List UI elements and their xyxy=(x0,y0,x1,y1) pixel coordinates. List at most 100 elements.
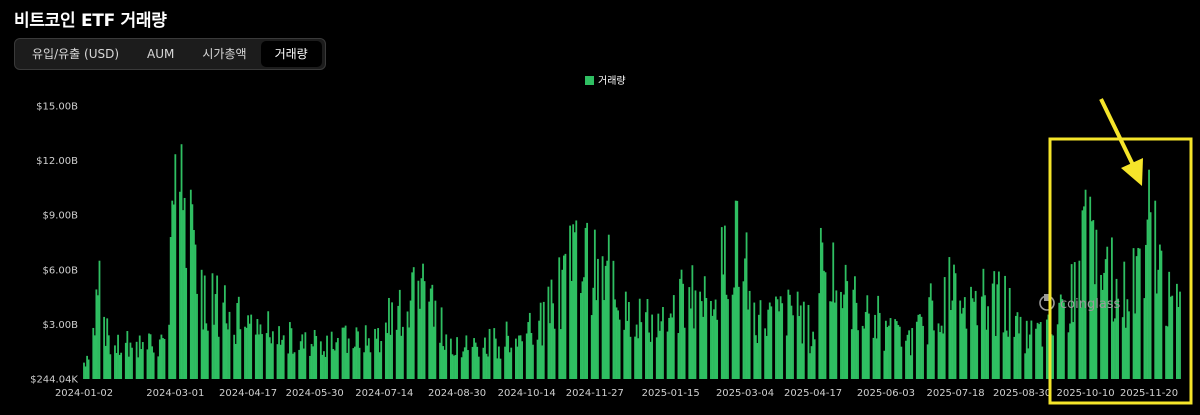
volume-bar xyxy=(736,200,739,379)
volume-bar xyxy=(179,191,181,379)
volume-bar xyxy=(597,258,599,379)
volume-bar xyxy=(330,331,333,379)
volume-bar xyxy=(476,346,479,379)
volume-bar xyxy=(980,296,983,379)
volume-bar xyxy=(796,291,799,379)
volume-bar xyxy=(942,333,945,379)
volume-bar xyxy=(646,299,649,379)
volume-bar xyxy=(973,301,976,379)
volume-bar xyxy=(688,287,691,379)
volume-bar xyxy=(84,366,87,379)
volume-bar xyxy=(189,189,192,379)
volume-bar xyxy=(354,346,356,379)
volume-bar xyxy=(1090,221,1093,379)
volume-bar xyxy=(401,326,404,379)
volume-bar xyxy=(477,356,480,379)
volume-bar xyxy=(152,352,155,379)
x-tick-label: 2024-04-17 xyxy=(219,388,277,399)
volume-bar xyxy=(109,354,112,379)
volume-bar xyxy=(191,204,194,379)
volume-bar xyxy=(996,284,999,379)
volume-bar xyxy=(922,325,924,379)
volume-bar xyxy=(1138,248,1141,379)
volume-bar xyxy=(888,325,890,379)
volume-bar xyxy=(137,357,140,379)
volume-bar xyxy=(507,335,510,379)
volume-bar xyxy=(629,336,632,379)
volume-bar xyxy=(1158,244,1161,379)
volume-bar xyxy=(504,346,506,379)
bars xyxy=(83,144,1181,379)
volume-bar xyxy=(547,286,550,379)
volume-bar xyxy=(309,355,311,379)
volume-bar xyxy=(515,338,517,379)
volume-bar xyxy=(705,298,708,379)
volume-bar xyxy=(278,326,280,379)
volume-bar xyxy=(886,327,889,379)
y-axis: $244.04K $3.00B $6.00B $9.00B $12.00B $15.00B xyxy=(30,102,78,386)
volume-bar xyxy=(538,320,541,379)
volume-bar xyxy=(725,294,728,379)
volume-bar xyxy=(357,331,359,379)
volume-bar xyxy=(733,287,736,379)
volume-bar xyxy=(406,311,409,379)
volume-bar xyxy=(290,328,293,379)
volume-bar xyxy=(812,331,815,379)
volume-bar xyxy=(432,326,435,379)
volume-bar xyxy=(333,350,336,379)
volume-bar xyxy=(672,295,675,379)
tab-flows-usd[interactable]: 유입/유출 (USD) xyxy=(32,47,120,61)
volume-bar xyxy=(169,237,172,379)
volume-bar xyxy=(926,344,929,379)
volume-bar xyxy=(649,341,652,379)
volume-bar xyxy=(530,333,533,379)
volume-bar xyxy=(508,352,511,379)
tab-volume[interactable]: 거래량 xyxy=(260,41,322,67)
volume-bar xyxy=(714,299,717,379)
volume-bar xyxy=(745,232,748,379)
volume-bar xyxy=(626,320,629,379)
volume-bar xyxy=(584,227,587,379)
x-tick-label: 2024-10-14 xyxy=(498,388,556,399)
volume-bar xyxy=(700,301,703,379)
x-tick-label: 2024-07-14 xyxy=(355,388,413,399)
volume-bar xyxy=(83,362,85,379)
volume-bar xyxy=(1013,336,1016,379)
chart-legend[interactable]: 거래량 xyxy=(585,75,626,87)
volume-bar xyxy=(874,314,876,379)
volume-bar xyxy=(398,289,401,379)
volume-bar xyxy=(341,327,344,379)
volume-bar xyxy=(702,316,705,379)
y-tick-label: $3.00B xyxy=(43,320,79,331)
volume-bar xyxy=(247,315,249,379)
volume-bar xyxy=(1115,278,1118,379)
volume-bar xyxy=(919,314,921,379)
volume-bar xyxy=(107,335,110,379)
tab-market-cap[interactable]: 시가총액 xyxy=(202,47,247,61)
volume-bar xyxy=(519,335,522,379)
volume-bar xyxy=(193,230,195,379)
volume-bar xyxy=(1121,317,1124,379)
volume-bar xyxy=(754,335,757,379)
volume-bar xyxy=(727,299,729,379)
volume-bar xyxy=(844,264,847,379)
volume-bar xyxy=(575,220,578,379)
volume-bar xyxy=(364,325,367,379)
volume-bar xyxy=(940,325,943,379)
volume-bar xyxy=(474,342,477,379)
tab-aum[interactable]: AUM xyxy=(147,47,175,61)
volume-bar xyxy=(878,312,881,379)
volume-bar xyxy=(614,299,616,379)
volume-bar xyxy=(855,302,858,379)
volume-bar xyxy=(662,307,664,379)
volume-bar xyxy=(905,340,907,379)
volume-bar xyxy=(612,260,615,379)
volume-bar xyxy=(948,257,951,379)
volume-bar xyxy=(830,301,833,379)
volume-bar xyxy=(203,275,206,379)
volume-bar xyxy=(346,352,349,379)
volume-bar xyxy=(254,334,257,379)
volume-bar xyxy=(550,279,553,379)
volume-bar xyxy=(711,315,714,379)
